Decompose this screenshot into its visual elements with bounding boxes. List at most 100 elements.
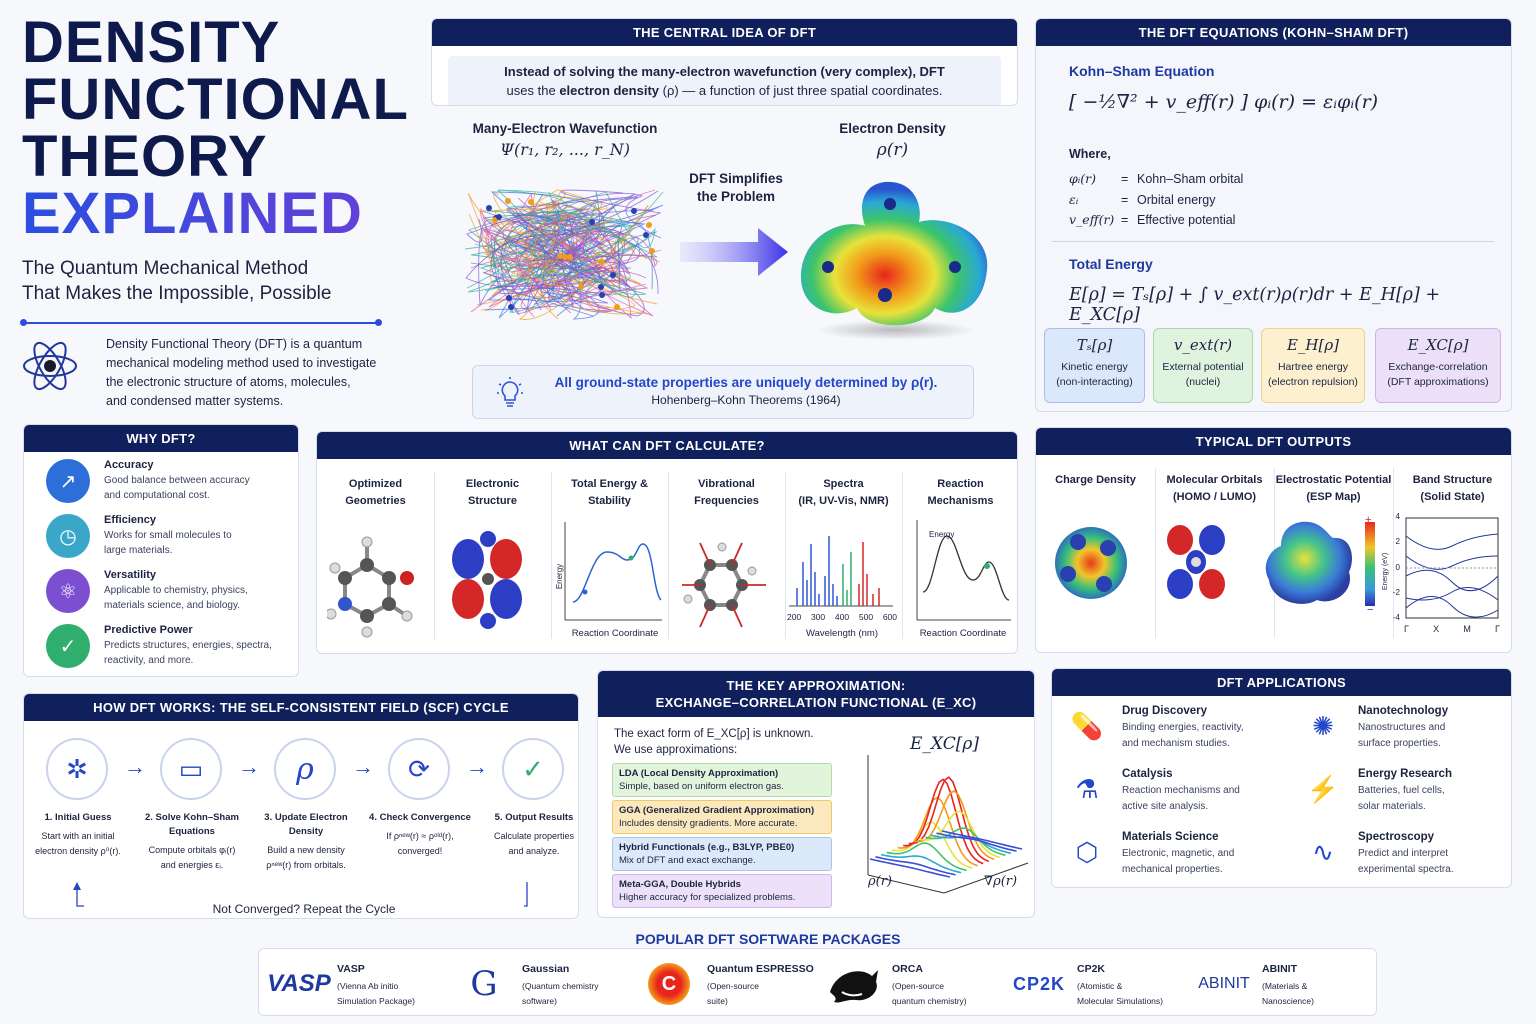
output-title-line: Band Structure	[1412, 474, 1493, 486]
clock-icon: ◷	[46, 514, 90, 558]
electronic-structure-orbital-illustration	[452, 531, 522, 629]
check-circle-icon: ✓	[502, 738, 564, 800]
application-desc: experimental spectra.	[1358, 864, 1454, 875]
ks-title: Kohn–Sham Equation	[1069, 63, 1215, 79]
ks-formula: [ −½∇² + v_eff(r) ] φᵢ(r) = εᵢφᵢ(r)	[1069, 91, 1379, 113]
output-title-line: (Solid State)	[1420, 491, 1485, 503]
title-divider	[20, 319, 382, 326]
logo-text: C	[648, 963, 690, 1005]
approximation-card: Hybrid Functionals (e.g., B3LYP, PBE0) Mi…	[612, 837, 832, 871]
application-desc: Batteries, fuel cells,	[1358, 785, 1445, 796]
calc-title-line: Vibrational	[698, 478, 755, 490]
arrow-right-icon: →	[238, 754, 260, 779]
why-dft-panel: WHY DFT? ↗ Accuracy Good balance between a…	[23, 424, 299, 677]
surface-axis	[867, 874, 945, 894]
output-column-title: Charge Density	[1036, 472, 1155, 489]
energy-term-card: Tₛ[ρ] Kinetic energy (non-interacting)	[1044, 328, 1145, 403]
term-note: (non-interacting)	[1056, 376, 1133, 388]
why-item-desc: Works for small molecules to	[104, 530, 232, 541]
step-title: Density	[288, 826, 324, 837]
why-item: Versatility Applicable to chemistry, phys…	[104, 569, 294, 613]
term-label: Hartree energy	[1277, 361, 1349, 373]
band-structure-illustration	[1405, 517, 1499, 619]
density-formula: ρ(r)	[876, 140, 909, 160]
application-desc: Nanostructures and	[1358, 722, 1446, 733]
term-symbol: v_ext(r)	[1173, 336, 1233, 354]
term-symbol: E_XC[ρ]	[1407, 336, 1469, 354]
definition-row: φᵢ(r) = Kohn–Sham orbital	[1069, 169, 1243, 190]
electron-dot	[506, 295, 512, 301]
wavefunction-strand	[490, 190, 605, 314]
rho-icon: ρ	[274, 738, 336, 800]
approximation-desc: Mix of DFT and exact exchange.	[619, 855, 756, 866]
step-desc: Start with an initial	[41, 831, 115, 841]
where-label: Where,	[1069, 147, 1111, 161]
energy-term-card: E_XC[ρ] Exchange-correlation (DFT approxim…	[1375, 328, 1501, 403]
definition-desc: Orbital energy	[1137, 192, 1216, 207]
output-column-title: Band Structure (Solid State)	[1393, 472, 1511, 506]
refresh-icon: ⟳	[388, 738, 450, 800]
why-item-desc: large materials.	[104, 545, 173, 556]
wavefunction-strand	[470, 234, 658, 313]
hero: DENSITY FUNCTIONAL THEORY EXPLAINED The …	[20, 14, 412, 326]
approximation-desc: Higher accuracy for specialized problems…	[619, 892, 796, 903]
wavefunction-strand	[489, 233, 643, 315]
arrow-right-icon	[680, 228, 788, 276]
why-item-title: Predictive Power	[104, 624, 193, 636]
optimized-molecule-illustration	[327, 536, 414, 638]
panel-header: HOW DFT WORKS: THE SELF-CONSISTENT FIELD…	[24, 694, 578, 721]
approximation-title: LDA (Local Density Approximation)	[619, 768, 779, 779]
logo-text: CP2K	[1012, 973, 1065, 994]
software-name: CP2K	[1077, 963, 1106, 975]
application-title: Drug Discovery	[1122, 705, 1208, 717]
surface-mesh-line	[908, 776, 990, 863]
step-desc: Calculate properties	[493, 831, 575, 841]
software-desc: Simulation Package)	[337, 996, 415, 1006]
electron-dot	[486, 205, 492, 211]
application-title: Catalysis	[1122, 768, 1173, 780]
electron-dot	[567, 254, 573, 260]
panel-header: WHY DFT?	[24, 425, 298, 452]
why-item-title: Versatility	[104, 569, 156, 581]
spectra-illustration	[789, 536, 893, 607]
term-label: External potential	[1162, 361, 1244, 373]
application-desc: Predict and interpret	[1358, 848, 1449, 859]
approximation-desc: Includes density gradients. More accurat…	[619, 818, 798, 829]
why-item-desc: reactivity, and more.	[104, 655, 194, 666]
calc-title-line: Optimized	[348, 478, 403, 490]
wavefunction-strand	[465, 209, 654, 307]
software-desc: software)	[522, 996, 557, 1006]
wavefunction-label: Many-Electron Wavefunction Ψ(r₁, r₂, ...…	[455, 121, 675, 159]
loop-text: Not Converged? Repeat the Cycle	[84, 902, 524, 916]
intro-line: the electronic structure of atoms, molec…	[106, 375, 351, 389]
band-line	[1405, 596, 1499, 618]
arrow-right-icon: →	[352, 754, 374, 779]
software-desc: (Quantum chemistry	[522, 981, 599, 991]
step-title: 2. Solve Kohn–Sham	[145, 812, 239, 823]
calc-column-title: Vibrational Frequencies	[668, 476, 785, 510]
subtitle-line-1: The Quantum Mechanical Method	[22, 258, 309, 279]
atom-icon	[23, 341, 77, 391]
software-item: ABINIT (Materials & Nanoscience)	[1262, 963, 1376, 1009]
calc-title-line: Frequencies	[694, 495, 759, 507]
band-line	[1405, 555, 1499, 570]
energy-axis-label: Energy	[929, 530, 955, 539]
band-line	[1405, 569, 1499, 592]
arrow-label-2: the Problem	[696, 189, 775, 204]
wavefunction-strand	[537, 200, 650, 315]
application-title: Spectroscopy	[1358, 831, 1435, 843]
step-title: 5. Output Results	[494, 812, 574, 823]
subtitle: The Quantum Mechanical Method That Makes…	[22, 256, 412, 306]
electron-dot	[610, 272, 616, 278]
vibrational-molecule-illustration	[682, 542, 766, 628]
step-desc: and energies εᵢ.	[160, 860, 224, 870]
software-name: VASP	[337, 963, 365, 975]
why-item: Accuracy Good balance between accuracy and…	[104, 459, 294, 503]
calc-title-line: Electronic	[465, 478, 520, 490]
equations-divider	[1052, 241, 1494, 242]
term-note: (nuclei)	[1185, 376, 1221, 388]
spectrum-tick: 300	[810, 612, 826, 622]
application-desc: active site analysis.	[1122, 801, 1209, 812]
software-desc: Molecular Simulations)	[1077, 996, 1163, 1006]
band-line	[1405, 533, 1499, 550]
